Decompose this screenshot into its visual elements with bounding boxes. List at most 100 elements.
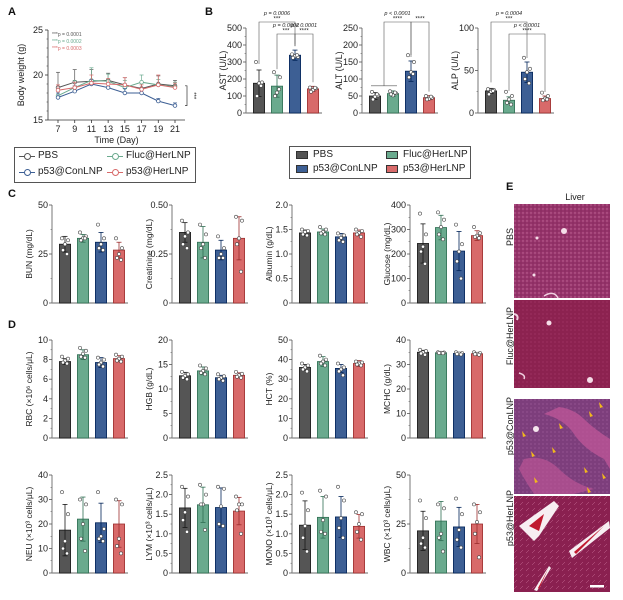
data-point xyxy=(341,535,345,540)
y-tick-label: 200 xyxy=(391,249,406,259)
data-point xyxy=(527,81,531,86)
y-tick-label: 1.0 xyxy=(275,529,288,539)
y-tick-label: 10 xyxy=(38,335,48,345)
y-tick-label: 500 xyxy=(227,23,242,33)
bar xyxy=(77,237,89,304)
data-point xyxy=(323,232,327,237)
data-point xyxy=(459,276,463,281)
bar-group-p53@HerLNP xyxy=(233,494,245,574)
data-point xyxy=(437,535,441,540)
y-tick-label: 30 xyxy=(396,360,406,370)
data-point xyxy=(545,97,549,102)
data-point xyxy=(436,502,440,507)
y-tick-label: 0 xyxy=(283,568,288,578)
data-point xyxy=(305,549,309,554)
bar-group-PBS xyxy=(485,87,497,114)
bar-group-PBS xyxy=(179,369,191,439)
bar xyxy=(435,352,447,439)
data-point xyxy=(355,529,359,534)
y-axis-title: HCT (%) xyxy=(264,372,274,405)
significance-stars: **** xyxy=(415,17,425,23)
y-tick-label: 0.25 xyxy=(150,249,168,259)
y-tick-label: 8 xyxy=(43,355,48,365)
bar xyxy=(95,362,107,439)
y-tick-label: 0 xyxy=(163,433,168,443)
data-point xyxy=(240,218,244,223)
creatinine-bar-chart: 0 0.25 0.50 Creatinine (mg/dL) xyxy=(144,200,248,308)
y-tick-label: 0.5 xyxy=(155,548,168,558)
data-point xyxy=(105,85,111,90)
data-point xyxy=(180,484,184,489)
data-point xyxy=(219,252,223,256)
bar-group-PBS xyxy=(417,211,429,304)
data-point xyxy=(275,90,279,95)
data-point xyxy=(216,234,220,239)
data-point xyxy=(221,256,225,260)
bar-group-p53@ConLNP xyxy=(453,350,465,439)
data-point xyxy=(240,371,244,376)
data-point xyxy=(83,549,87,553)
bar xyxy=(353,232,365,304)
data-point xyxy=(234,214,238,219)
y-tick-label: 300 xyxy=(391,225,406,235)
histology-title: Liver xyxy=(565,192,585,202)
data-point xyxy=(81,522,85,526)
y-tick-label: 0.5 xyxy=(275,548,288,558)
data-point xyxy=(139,79,144,85)
data-point xyxy=(441,237,445,242)
data-point xyxy=(255,94,259,98)
y-axis-title: Creatinine (mg/dL) xyxy=(144,219,154,290)
y-tick-label: 10 xyxy=(396,409,406,419)
data-point xyxy=(55,88,61,93)
rbc-bar-chart: 0 2 4 6 8 10 RBC (×10⁶ cells/μL) xyxy=(24,335,128,443)
panel-label-a: A xyxy=(8,6,16,18)
data-point xyxy=(359,363,363,368)
data-point xyxy=(472,225,476,229)
p-value-label: p < 0.0001 xyxy=(290,23,317,29)
data-point xyxy=(291,55,295,60)
legend-a-label: p53@HerLNP xyxy=(126,166,189,177)
data-point xyxy=(119,257,123,262)
data-point xyxy=(203,372,207,377)
x-tick-label: 13 xyxy=(103,124,113,134)
scale-bar xyxy=(590,585,604,588)
y-axis-title: NEU (×10³ cells/μL) xyxy=(24,487,34,562)
data-point xyxy=(309,89,313,94)
bar xyxy=(317,231,329,304)
data-point xyxy=(78,345,82,350)
data-point xyxy=(375,92,379,97)
data-point xyxy=(460,512,464,517)
data-point xyxy=(342,498,346,503)
data-point xyxy=(65,551,69,556)
data-point xyxy=(354,510,358,515)
y-tick-label: 2.5 xyxy=(275,470,288,480)
bar xyxy=(317,361,329,439)
x-tick-label: 19 xyxy=(153,124,163,134)
bar xyxy=(453,353,465,439)
legend-a-label: Fluc@HerLNP xyxy=(126,150,191,161)
y-tick-label: 10 xyxy=(158,384,168,394)
data-point xyxy=(355,362,359,367)
bar-group-p53@HerLNP xyxy=(539,90,551,114)
bar xyxy=(197,370,209,439)
y-tick-label: 25 xyxy=(38,249,48,259)
data-point xyxy=(61,248,65,252)
data-point xyxy=(234,369,238,374)
data-point xyxy=(406,53,410,58)
p-value-label: p = 0.0004 xyxy=(495,11,522,17)
data-point xyxy=(181,518,185,522)
data-point xyxy=(72,85,77,90)
data-point xyxy=(219,504,223,509)
bar-group-Fluc@HerLNP xyxy=(271,70,283,114)
data-point xyxy=(120,246,124,251)
data-point xyxy=(222,374,226,379)
data-point xyxy=(119,359,123,364)
data-point xyxy=(425,97,429,102)
y-tick-label: 0 xyxy=(353,108,358,118)
data-point xyxy=(442,506,446,511)
glucose-bar-chart: 0 100 200 300 400 Glucose (mg/dL) xyxy=(382,200,486,308)
p-value-label: p < 0.0001 xyxy=(383,11,410,17)
data-point xyxy=(472,502,476,507)
histology-image-pbs xyxy=(514,204,610,298)
